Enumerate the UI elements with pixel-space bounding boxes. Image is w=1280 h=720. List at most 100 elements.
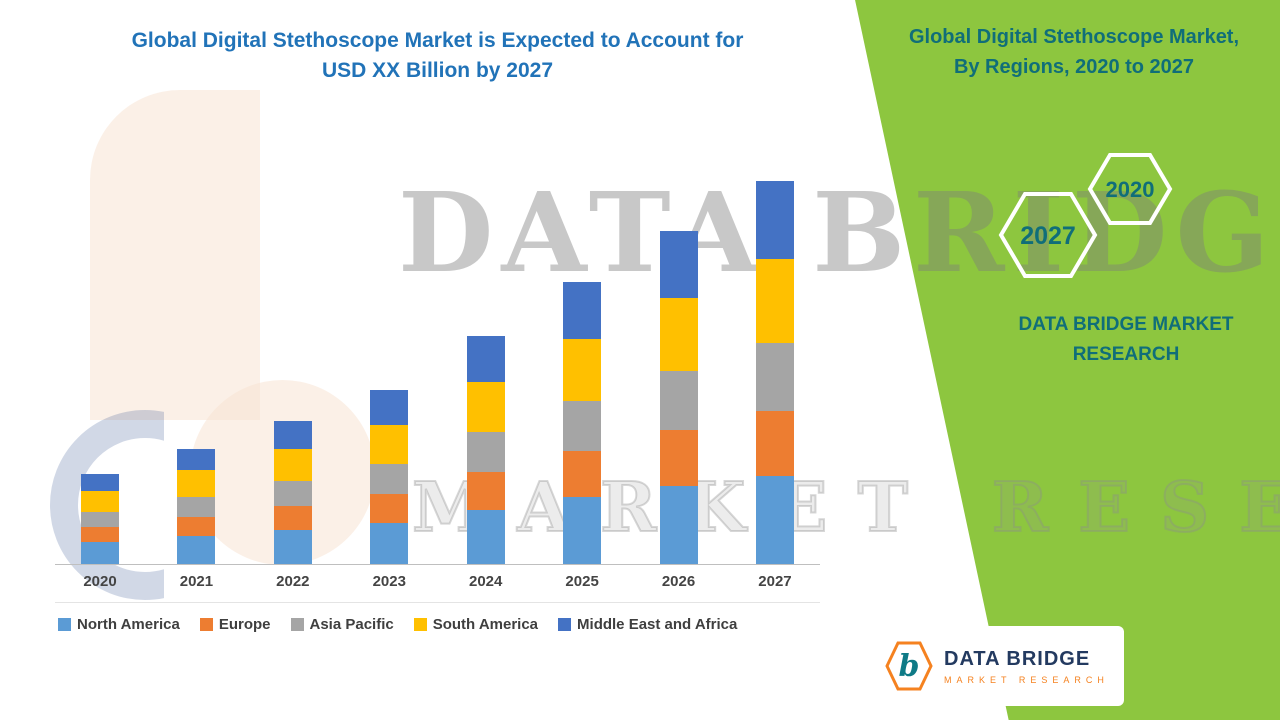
bar-segment-north-america [466,510,505,564]
bar-segment-europe [659,430,698,487]
legend-swatch-middle-east-and-africa [558,618,572,631]
stacked-bar-chart: 2020 2021 2022 2023 2024 2025 2026 2027 [55,180,820,590]
bar-segment-south-america [370,424,409,464]
bar-2021 [177,448,216,564]
logo-subtitle: MARKET RESEARCH [944,674,1109,685]
legend-label-north-america: North America [77,616,180,633]
bar-segment-north-america [370,523,409,564]
bar-segment-middle-east-and-africa [466,336,505,382]
logo-name: DATA BRIDGE [944,647,1091,670]
bar-segment-middle-east-and-africa [273,420,312,449]
bar-segment-europe [81,527,119,543]
bar-segment-middle-east-and-africa [177,448,216,471]
bar-2025 [563,282,602,564]
hexagon-outline [998,192,1098,278]
bar-segment-europe [370,493,409,523]
x-axis-label-2026: 2026 [661,573,696,590]
x-axis-label-2023: 2023 [372,573,406,590]
hexagon-2020: 2020 [1087,151,1173,227]
x-axis-label-2027: 2027 [758,573,792,590]
legend-label-middle-east-and-africa: Middle East and Africa [577,616,738,633]
bar-segment-middle-east-and-africa [659,230,698,298]
x-axis-label-2020: 2020 [83,573,117,590]
bar-segment-asia-pacific [177,497,216,517]
legend-item-europe: Europe [199,616,271,633]
brand-line2: RESEARCH [1072,344,1180,366]
chart-legend: North America Europe Asia Pacific South Ame… [58,616,833,633]
bar-segment-north-america [563,497,602,564]
legend-label-asia-pacific: Asia Pacific [309,616,394,633]
bar-segment-asia-pacific [659,370,698,431]
company-logo: b DATA BRIDGE MARKET RESEARCH [872,626,1124,706]
bar-segment-north-america [755,475,794,564]
bar-2022 [273,420,312,564]
side-panel-heading: Global Digital Stethoscope Market, By Re… [878,22,1270,82]
bar-segment-middle-east-and-africa [563,282,602,339]
hexagon-2027-label: 2027 [1020,222,1076,250]
brand-line1: DATA BRIDGE MARKET [1018,314,1234,335]
x-axis-labels: 2020 2021 2022 2023 2024 2025 2026 2027 [55,573,820,590]
x-axis-label-2022: 2022 [276,573,310,590]
bar-segment-south-america [81,490,119,513]
bar-2027 [755,180,794,564]
bar-segment-north-america [81,542,119,564]
bar-segment-south-america [755,258,794,343]
side-heading-line1: Global Digital Stethoscope Market, [908,26,1240,48]
x-axis-label-2024: 2024 [469,573,503,590]
bar-segment-europe [273,505,312,530]
bar-segment-asia-pacific [273,481,312,506]
bar-segment-middle-east-and-africa [370,390,409,425]
bar-segment-south-america [273,448,312,482]
bar-segment-asia-pacific [755,342,794,411]
watermark-text-data-bridge: DATA BRIDGE [398,168,1280,297]
bar-segment-south-america [659,297,698,371]
x-axis-label-2025: 2025 [565,573,599,590]
x-axis-label-2021: 2021 [179,573,214,590]
legend-label-europe: Europe [218,616,271,633]
legend-item-middle-east-and-africa: Middle East and Africa [558,616,737,633]
chart-title: Global Digital Stethoscope Market is Exp… [55,26,820,87]
hexagon-outline [1087,153,1173,225]
hexagon-2020-label: 2020 [1106,177,1155,202]
plot-area [55,180,820,565]
legend-item-north-america: North America [58,616,180,633]
bar-segment-europe [563,450,602,498]
bar-segment-south-america [563,338,602,402]
legend-swatch-europe [199,618,213,631]
bar-2023 [370,390,409,564]
hexagon-2027: 2027 [998,190,1098,280]
bar-segment-middle-east-and-africa [755,180,794,259]
logo-b-letter: b [899,649,920,684]
logo-hexagon-icon: b [885,641,933,691]
watermark-text-market-research: MARKET RESEARCH [411,467,1280,549]
bar-segment-asia-pacific [466,432,505,473]
bar-segment-asia-pacific [370,463,409,494]
chart-title-line1: Global Digital Stethoscope Market is Exp… [131,29,744,52]
brand-text: DATA BRIDGE MARKET RESEARCH [1000,310,1252,371]
logo-texts: DATA BRIDGE MARKET RESEARCH [944,648,1109,685]
chart-title-line2: USD XX Billion by 2027 [321,59,554,83]
bar-segment-south-america [177,470,216,498]
legend-item-asia-pacific: Asia Pacific [290,616,394,633]
legend-item-south-america: South America [413,616,539,633]
legend-swatch-asia-pacific [290,618,304,631]
legend-swatch-north-america [58,618,71,631]
watermark-logo-stem [90,90,260,420]
bar-segment-asia-pacific [563,401,602,451]
bar-segment-north-america [659,486,698,564]
side-heading-line2: By Regions, 2020 to 2027 [953,56,1195,78]
bar-segment-europe [755,410,794,476]
divider-line [55,602,820,603]
bar-2020 [81,474,119,564]
bar-segment-europe [466,472,505,511]
legend-label-south-america: South America [432,616,539,633]
bar-2024 [466,336,505,564]
bar-2026 [659,230,698,564]
bar-segment-europe [177,516,216,536]
legend-swatch-south-america [413,618,427,631]
bar-segment-north-america [273,529,312,564]
bar-segment-north-america [177,535,216,564]
bar-segment-middle-east-and-africa [81,474,119,491]
bar-segment-south-america [466,381,505,433]
